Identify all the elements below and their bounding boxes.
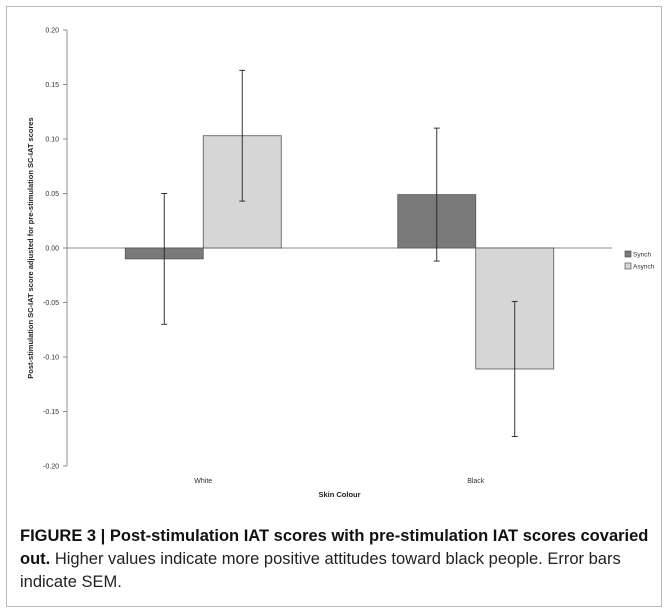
y-tick-label: -0.05 [43, 300, 59, 307]
caption-text: Higher values indicate more positive att… [20, 550, 621, 591]
y-tick-label: 0.20 [45, 28, 59, 35]
x-tick-label: White [194, 478, 212, 485]
y-tick-label: 0.05 [45, 191, 59, 198]
x-tick-label: Black [467, 478, 485, 485]
legend-label: Synch [633, 252, 651, 259]
chart-bars [124, 69, 555, 438]
y-tick-label: -0.20 [43, 464, 59, 471]
figure-caption: FIGURE 3 | Post-stimulation IAT scores w… [20, 525, 650, 594]
chart-labels: 0.20 0.15 0.10 0.05 0.00 -0.05 -0.10 -0.15 -0.20… [26, 28, 485, 500]
y-axis-title: Post-stimulation SC-IAT score adjusted f… [26, 117, 35, 378]
legend-swatch [624, 250, 632, 258]
chart-legend: Synch Asynch [624, 250, 655, 271]
x-axis-title: Skin Colour [318, 490, 360, 499]
caption-label: FIGURE 3 | Post-stimulation IAT scores w… [20, 527, 649, 568]
y-tick-label: 0.10 [45, 137, 59, 144]
legend-swatch [624, 262, 632, 270]
legend-label: Asynch [633, 264, 655, 271]
y-tick-label: 0.15 [45, 82, 59, 89]
y-tick-label: 0.00 [45, 246, 59, 253]
y-tick-label: -0.15 [43, 409, 59, 416]
y-tick-label: -0.10 [43, 355, 59, 362]
bar-chart: 0.20 0.15 0.10 0.05 0.00 -0.05 -0.10 -0.15 -0.20… [26, 28, 655, 500]
